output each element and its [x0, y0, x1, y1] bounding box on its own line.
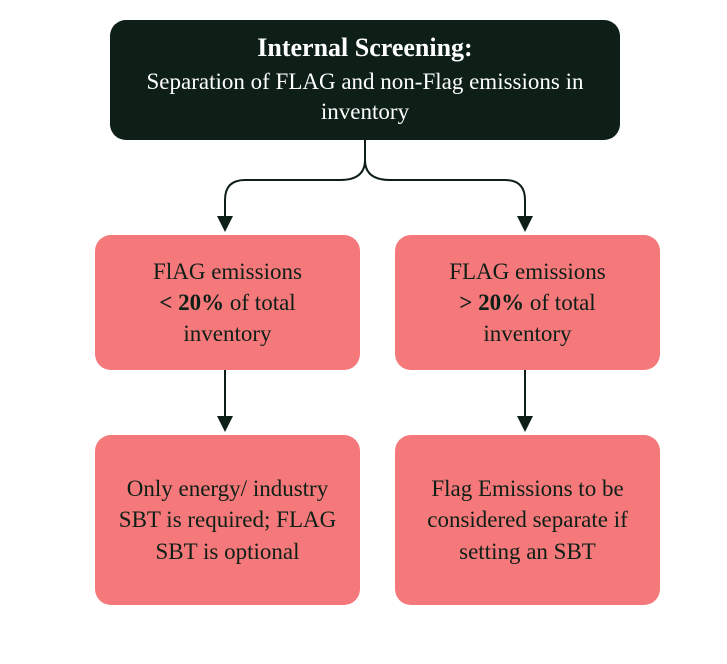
- node-left-1: FlAG emissions < 20% of total inventory: [95, 235, 360, 370]
- node-text: FlAG emissions < 20% of total inventory: [153, 256, 302, 349]
- header-node: Internal Screening: Separation of FLAG a…: [110, 20, 620, 140]
- node-right-2: Flag Emissions to be considered separate…: [395, 435, 660, 605]
- header-title: Internal Screening:: [257, 33, 472, 63]
- node-text: Only energy/ industry SBT is required; F…: [115, 473, 340, 566]
- flowchart-container: Internal Screening: Separation of FLAG a…: [0, 0, 727, 664]
- node-text: FLAG emissions > 20% of total inventory: [449, 256, 606, 349]
- node-left-2: Only energy/ industry SBT is required; F…: [95, 435, 360, 605]
- node-text: Flag Emissions to be considered separate…: [415, 473, 640, 566]
- node-right-1: FLAG emissions > 20% of total inventory: [395, 235, 660, 370]
- header-subtitle: Separation of FLAG and non-Flag emission…: [130, 67, 600, 127]
